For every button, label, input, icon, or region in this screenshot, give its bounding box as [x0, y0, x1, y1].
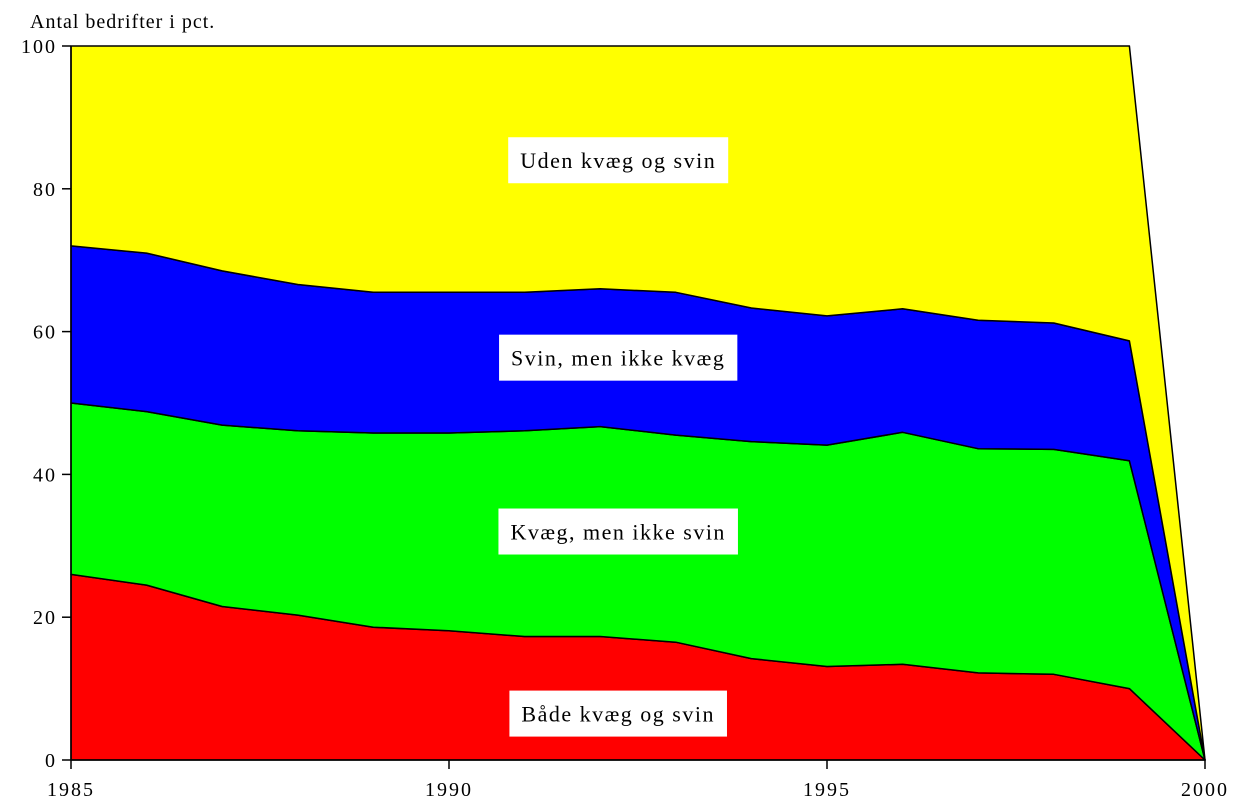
x-tick-label: 1990: [425, 779, 473, 801]
area-label: Uden kvæg og svin: [508, 137, 729, 184]
y-tick-label: 40: [33, 464, 57, 486]
area-label: Både kvæg og svin: [509, 690, 727, 737]
y-tick-label: 80: [33, 179, 57, 201]
area-label: Svin, men ikke kvæg: [499, 334, 738, 381]
y-tick-label: 60: [33, 322, 57, 344]
axes: 0 20 40 60 80 100 1985 1990 1995 2000: [21, 36, 1229, 801]
x-tick-label: 2000: [1181, 779, 1229, 801]
area-label-box: [508, 137, 729, 184]
area-label-text: Svin, men ikke kvæg: [511, 346, 725, 371]
area-label-text: Både kvæg og svin: [521, 702, 715, 727]
area-labels: Uden kvæg og svin Svin, men ikke kvæg Kvæg…: [498, 137, 738, 737]
y-tick-label: 20: [33, 607, 57, 629]
y-tick-label: 0: [45, 750, 57, 772]
area-label-box: [509, 690, 727, 737]
area-label-text: Uden kvæg og svin: [520, 148, 716, 173]
x-tick-label: 1985: [47, 779, 95, 801]
x-tick-label: 1995: [803, 779, 851, 801]
y-axis-title: Antal bedrifter i pct.: [30, 11, 215, 33]
area-layers: [70, 45, 1206, 761]
area-label-box: [498, 508, 738, 555]
area-series-4: [70, 45, 1206, 761]
area-label-box: [499, 334, 738, 381]
area-label-text: Kvæg, men ikke svin: [510, 520, 726, 545]
area-label: Kvæg, men ikke svin: [498, 508, 738, 555]
y-tick-label: 100: [21, 36, 57, 58]
